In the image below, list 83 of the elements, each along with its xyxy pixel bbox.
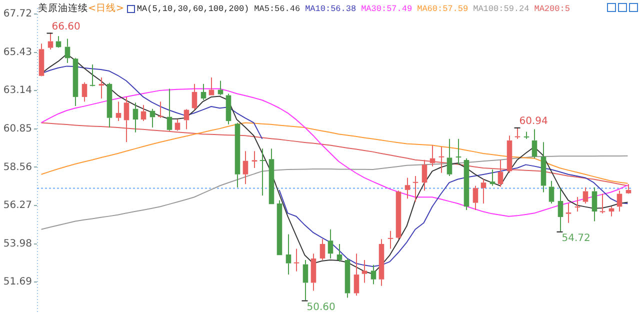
candlestick — [370, 264, 376, 285]
y-tick-label: 67.72 — [3, 8, 32, 20]
candlestick — [106, 82, 112, 128]
candlestick — [490, 169, 496, 186]
candlestick — [158, 101, 164, 118]
candlestick — [480, 178, 486, 204]
candlestick — [558, 188, 564, 232]
y-tick-label: 63.14 — [3, 85, 32, 96]
annotation: 54.72 — [562, 232, 590, 244]
y-tick-label: 56.27 — [3, 200, 32, 212]
chart-title: 美原油连续 — [38, 2, 88, 15]
y-tick-label: 51.69 — [3, 276, 32, 288]
y-tick-label: 60.85 — [3, 123, 32, 134]
candlestick — [506, 135, 512, 174]
candlestick — [514, 126, 520, 140]
candlestick — [456, 138, 462, 166]
text: MA5:56.46 — [254, 4, 300, 14]
candlestick — [438, 146, 444, 174]
text: MA60:57.59 — [417, 4, 468, 14]
candlestick — [276, 200, 282, 256]
annotation: 50.60 — [306, 302, 336, 313]
candlestick — [616, 190, 622, 212]
candlestick — [48, 32, 54, 50]
candlestick — [524, 131, 530, 140]
candlestick — [412, 176, 418, 202]
candlestick — [116, 101, 122, 122]
candlestick — [532, 128, 538, 159]
candlestick — [200, 83, 206, 101]
candlestick — [548, 180, 554, 204]
candlestick — [242, 150, 248, 185]
text: MA10:56.38 — [305, 4, 356, 14]
annotation: MA(5,10,30,60,100,200) — [136, 4, 250, 14]
candlestick — [574, 196, 580, 212]
candlestick — [388, 230, 394, 250]
candlestick — [82, 82, 88, 102]
candlestick — [582, 186, 588, 204]
candlestick — [446, 138, 452, 177]
candlestick — [72, 57, 78, 106]
candlestick — [362, 259, 368, 284]
candlestick — [218, 80, 224, 96]
candlestick — [184, 110, 190, 130]
candlestick — [140, 104, 146, 122]
candlestick — [336, 243, 342, 262]
candlestick — [268, 148, 274, 204]
candlestick — [378, 238, 384, 286]
candlestick — [294, 248, 300, 272]
candlestick — [234, 122, 240, 188]
candlestick — [150, 108, 156, 128]
candlestick — [208, 77, 214, 96]
y-tick-label: 65.43 — [3, 46, 32, 58]
text: MA30:57.49 — [361, 4, 412, 14]
candlestick — [566, 202, 572, 224]
candlestick — [166, 88, 172, 132]
candlestick — [310, 253, 316, 292]
candlestick — [608, 206, 614, 217]
candlestick — [38, 43, 44, 76]
candlestick — [540, 142, 546, 193]
candlestick — [328, 228, 334, 259]
annotation: 60.94 — [519, 116, 548, 127]
candlestick — [64, 38, 70, 64]
candlestick — [192, 83, 198, 110]
chart-subtitle: <日线> — [88, 2, 124, 15]
candlestick — [226, 93, 232, 125]
candlestick — [626, 184, 632, 194]
candlestick — [592, 186, 598, 222]
candlestick — [344, 258, 350, 298]
candlestick — [404, 177, 410, 200]
candlestick — [600, 193, 606, 214]
candlestick — [252, 150, 258, 169]
candlestick — [354, 253, 360, 296]
annotation: 66.60 — [52, 21, 80, 32]
candlestick — [132, 102, 138, 133]
candlestick — [286, 234, 292, 276]
candlestick — [464, 158, 470, 210]
candlestick — [302, 259, 308, 301]
text: MA200:5 — [534, 4, 570, 14]
candlestick — [320, 238, 326, 260]
y-tick-label: 53.98 — [3, 238, 32, 250]
candlestick — [90, 64, 96, 86]
candlestick — [260, 148, 266, 196]
text: MA100:59.24 — [473, 4, 530, 14]
candlestick — [472, 185, 478, 210]
y-tick-label: 58.56 — [3, 162, 32, 173]
